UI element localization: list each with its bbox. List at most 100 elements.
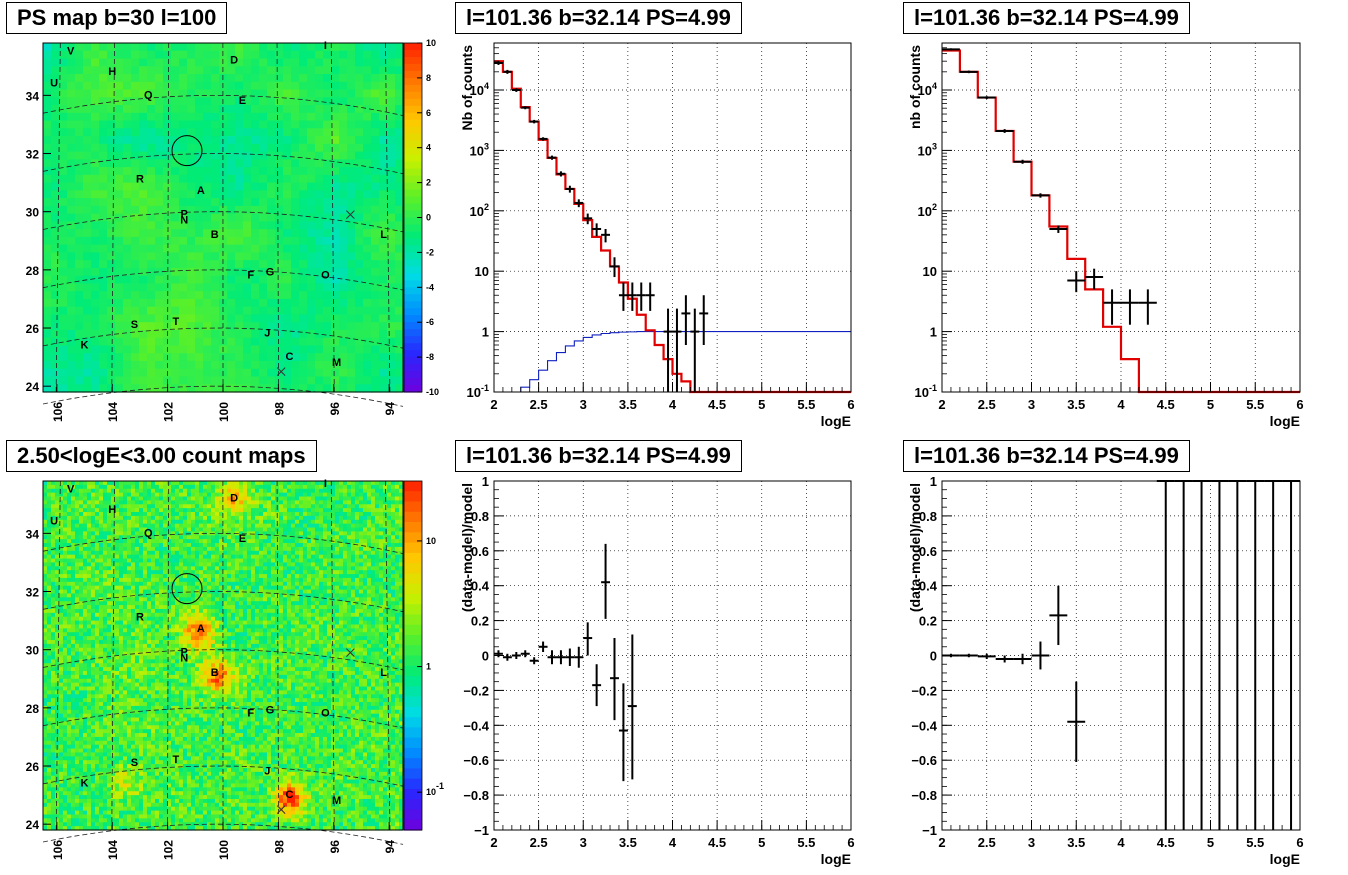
map-pixel [91, 682, 96, 688]
map-pixel [51, 236, 60, 246]
map-pixel [151, 620, 156, 626]
map-pixel [299, 143, 308, 153]
map-pixel [107, 756, 112, 761]
map-pixel [135, 810, 140, 816]
map-pixel [63, 698, 68, 703]
map-pixel [47, 546, 52, 552]
map-pixel [79, 597, 84, 602]
map-pixel [71, 756, 76, 761]
map-pixel [355, 112, 364, 122]
colorbar-cell [404, 273, 422, 281]
map-pixel [47, 554, 52, 560]
map-pixel [67, 566, 72, 571]
map-pixel [79, 791, 84, 796]
map-pixel [371, 267, 380, 277]
map-pixel [139, 558, 144, 564]
map-pixel [127, 647, 132, 653]
map-pixel [75, 667, 80, 672]
map-pixel [59, 252, 68, 261]
map-pixel [119, 527, 124, 533]
map-pixel [51, 66, 60, 75]
map-pixel [83, 705, 88, 711]
map-pixel [71, 791, 76, 796]
map-pixel [51, 705, 56, 711]
map-pixel [275, 43, 284, 52]
map-pixel [127, 608, 132, 614]
map-pixel [243, 159, 252, 168]
map-pixel [59, 589, 64, 595]
map-pixel [363, 322, 372, 331]
map-pixel [67, 384, 76, 393]
map-pixel [143, 581, 148, 587]
map-pixel [83, 89, 92, 98]
map-pixel [91, 519, 96, 525]
map-pixel [387, 43, 396, 52]
map-pixel [63, 581, 68, 587]
map-pixel [79, 488, 84, 494]
map-pixel [91, 639, 96, 645]
map-pixel [59, 682, 64, 688]
map-pixel [135, 717, 140, 723]
map-pixel [99, 298, 108, 308]
map-pixel [43, 159, 52, 168]
map-pixel [43, 628, 48, 633]
map-pixel [99, 686, 104, 691]
map-pixel [299, 244, 308, 253]
map-pixel [51, 659, 56, 664]
map-pixel [211, 136, 220, 145]
map-pixel [123, 589, 128, 595]
map-pixel [83, 593, 88, 598]
map-pixel [115, 252, 124, 261]
map-pixel [291, 120, 300, 129]
map-pixel [115, 570, 120, 575]
map-pixel [135, 678, 140, 684]
map-pixel [91, 806, 96, 812]
y-tick-label: 102 [918, 202, 937, 219]
colorbar-cell [404, 161, 422, 170]
map-pixel [83, 136, 92, 145]
map-pixel [143, 620, 148, 626]
map-pixel [51, 550, 56, 556]
map-pixel [115, 337, 124, 347]
map-pixel [131, 531, 136, 536]
map-pixel [387, 213, 396, 222]
map-pixel [151, 682, 156, 688]
map-pixel [259, 345, 268, 354]
map-pixel [179, 58, 188, 67]
map-pixel [135, 508, 140, 513]
map-pixel [267, 182, 276, 191]
map-pixel [91, 581, 96, 587]
map-pixel [127, 616, 132, 622]
map-pixel [43, 221, 52, 230]
map-pixel [267, 81, 276, 91]
map-pixel [299, 260, 308, 269]
map-pixel [87, 814, 92, 819]
map-pixel [143, 663, 148, 668]
map-pixel [67, 322, 76, 331]
map-pixel [67, 43, 76, 52]
map-pixel [123, 554, 128, 560]
map-pixel [63, 589, 68, 595]
map-pixel [135, 690, 140, 695]
map-pixel [55, 682, 60, 688]
map-pixel [71, 639, 76, 645]
map-pixel [143, 733, 148, 738]
map-pixel [43, 182, 52, 191]
map-pixel [143, 740, 148, 746]
map-pixel [59, 182, 68, 191]
map-pixel [119, 767, 124, 773]
map-pixel [99, 329, 108, 339]
map-pixel [171, 267, 180, 277]
map-pixel [91, 628, 96, 633]
map-pixel [91, 620, 96, 626]
map-pixel [211, 105, 220, 114]
map-pixel [123, 698, 128, 703]
map-pixel [71, 562, 76, 567]
map-pixel [83, 756, 88, 761]
map-pixel [83, 174, 92, 184]
map-pixel [95, 577, 100, 583]
map-pixel [179, 337, 188, 347]
map-pixel [75, 353, 84, 362]
map-pixel [67, 709, 72, 715]
map-pixel [347, 353, 356, 362]
